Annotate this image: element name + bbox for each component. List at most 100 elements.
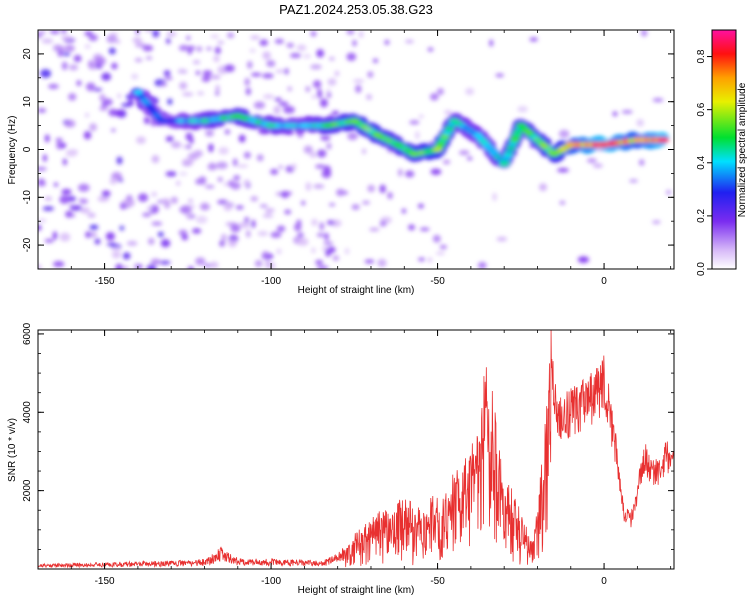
- spectrogram-noise-blob: [577, 256, 590, 264]
- spectrogram-noise-blob: [83, 131, 92, 140]
- spectrogram-noise-blob: [186, 35, 191, 41]
- spectrogram-noise-blob: [166, 31, 177, 37]
- spectrogram-noise-blob: [303, 145, 313, 154]
- spectrogram-noise-blob: [276, 225, 286, 232]
- spectrogram-noise-blob: [122, 252, 131, 260]
- snr-xtick-label: -50: [430, 576, 445, 587]
- spectrogram-noise-blob: [109, 178, 118, 185]
- spectrogram-noise-blob: [89, 224, 99, 231]
- spectrogram-noise-blob: [142, 212, 152, 217]
- spectrogram-noise-blob: [101, 190, 111, 198]
- spectrogram-noise-blob: [361, 148, 367, 155]
- spectrogram-noise-blob: [59, 195, 70, 204]
- spectrogram-noise-blob: [223, 202, 233, 212]
- spectrogram-noise-blob: [215, 84, 220, 94]
- spectrogram-noise-blob: [270, 168, 279, 175]
- spectrogram-noise-blob: [387, 191, 393, 200]
- spectrogram-noise-blob: [67, 214, 76, 218]
- spectrogram-noise-blob: [369, 227, 380, 232]
- spectrogram-noise-blob: [246, 230, 251, 238]
- spectrogram-ridge-point: [132, 89, 143, 95]
- spectrogram-noise-blob: [84, 112, 90, 118]
- spectrogram-noise-blob: [495, 73, 505, 78]
- spectrogram-noise-blob: [224, 129, 231, 135]
- spectrogram-noise-blob: [315, 259, 324, 265]
- spectrogram-noise-blob: [417, 257, 426, 262]
- spectrogram-noise-blob: [205, 185, 215, 189]
- spectrogram-noise-blob: [353, 79, 365, 83]
- spectrogram-noise-blob: [367, 71, 374, 78]
- spectrogram-noise-blob: [287, 86, 293, 92]
- spectrogram-noise-blob: [305, 182, 312, 192]
- spectrogram-noise-blob: [109, 32, 119, 36]
- spectrogram-noise-blob: [238, 221, 251, 229]
- colorbar-tick-label: 0.6: [696, 102, 707, 116]
- spectrogram-noise-blob: [73, 54, 82, 63]
- spectrogram-ytick-label: 0: [22, 146, 33, 152]
- spectrogram-noise-blob: [274, 97, 282, 102]
- spectrogram-ridge-point: [322, 123, 333, 129]
- spectrogram-noise-blob: [311, 247, 316, 254]
- spectrogram-ridge-point: [632, 137, 643, 143]
- spectrogram-ridge-point: [659, 137, 670, 143]
- spectrogram-noise-blob: [346, 30, 355, 35]
- spectrogram-noise-blob: [89, 123, 98, 132]
- spectrogram-ridge-point: [472, 132, 483, 138]
- spectrogram-noise-blob: [317, 88, 322, 98]
- spectrogram-noise-blob: [192, 228, 202, 234]
- spectrogram-noise-blob: [138, 193, 149, 202]
- spectrogram-noise-blob: [38, 218, 47, 223]
- spectrogram-noise-blob: [42, 154, 48, 162]
- spectrogram-noise-blob: [317, 149, 327, 158]
- spectrogram-ridge-point: [599, 142, 610, 148]
- spectrogram-noise-blob: [427, 257, 433, 263]
- spectrogram-noise-blob: [187, 266, 195, 269]
- spectrogram-noise-blob: [85, 231, 92, 238]
- spectrogram-noise-blob: [430, 168, 442, 175]
- spectrogram-noise-blob: [557, 167, 569, 173]
- spectrogram-noise-blob: [429, 93, 439, 101]
- spectrogram-noise-blob: [205, 129, 214, 137]
- snr-ylabel: SNR (10 * v/v): [7, 418, 18, 482]
- spectrogram-noise-blob: [517, 105, 528, 113]
- spectrogram-noise-blob: [408, 224, 416, 231]
- spectrogram-noise-blob: [477, 261, 487, 269]
- spectrogram-noise-blob: [192, 60, 201, 65]
- spectrogram-noise-blob: [94, 238, 101, 245]
- spectrogram-noise-blob: [64, 44, 75, 52]
- spectrogram-noise-blob: [489, 39, 494, 47]
- spectrogram-ridge-point: [349, 118, 360, 124]
- spectrogram-noise-blob: [64, 119, 76, 128]
- spectrogram-noise-blob: [101, 72, 112, 81]
- spectrogram-noise-blob: [347, 132, 358, 141]
- spectrogram-noise-blob: [458, 150, 470, 156]
- spectrogram-noise-blob: [251, 219, 256, 229]
- spectrogram-noise-blob: [62, 52, 71, 56]
- spectrogram-noise-blob: [106, 34, 118, 44]
- spectrogram-noise-blob: [405, 39, 414, 44]
- spectrogram-noise-blob: [313, 184, 325, 189]
- spectrogram-noise-blob: [316, 49, 325, 58]
- spectrogram-noise-blob: [146, 264, 157, 269]
- spectrogram-noise-blob: [245, 87, 252, 96]
- spectrogram-noise-blob: [62, 158, 67, 166]
- spectrogram-noise-blob: [159, 260, 171, 265]
- spectrogram-noise-blob: [367, 184, 376, 193]
- snr-xlabel: Height of straight line (km): [298, 585, 415, 596]
- spectrogram-ytick-label: 20: [22, 48, 33, 60]
- snr-ytick-label: 4000: [22, 401, 33, 424]
- spectrogram-noise-blob: [259, 204, 268, 208]
- spectrogram-noise-blob: [227, 32, 235, 39]
- spectrogram-noise-blob: [90, 231, 97, 238]
- spectrogram-noise-blob: [38, 224, 42, 231]
- spectrogram-noise-blob: [309, 151, 317, 158]
- spectrogram-noise-blob: [262, 251, 270, 257]
- spectrogram-noise-blob: [206, 47, 212, 51]
- spectrogram-noise-blob: [41, 38, 54, 44]
- spectrogram-noise-blob: [217, 40, 225, 45]
- spectrogram-noise-blob: [270, 231, 282, 238]
- spectrogram-noise-blob: [465, 87, 475, 96]
- spectrogram-noise-blob: [146, 206, 153, 211]
- spectrogram-noise-blob: [419, 227, 430, 232]
- spectrogram-noise-blob: [84, 44, 91, 49]
